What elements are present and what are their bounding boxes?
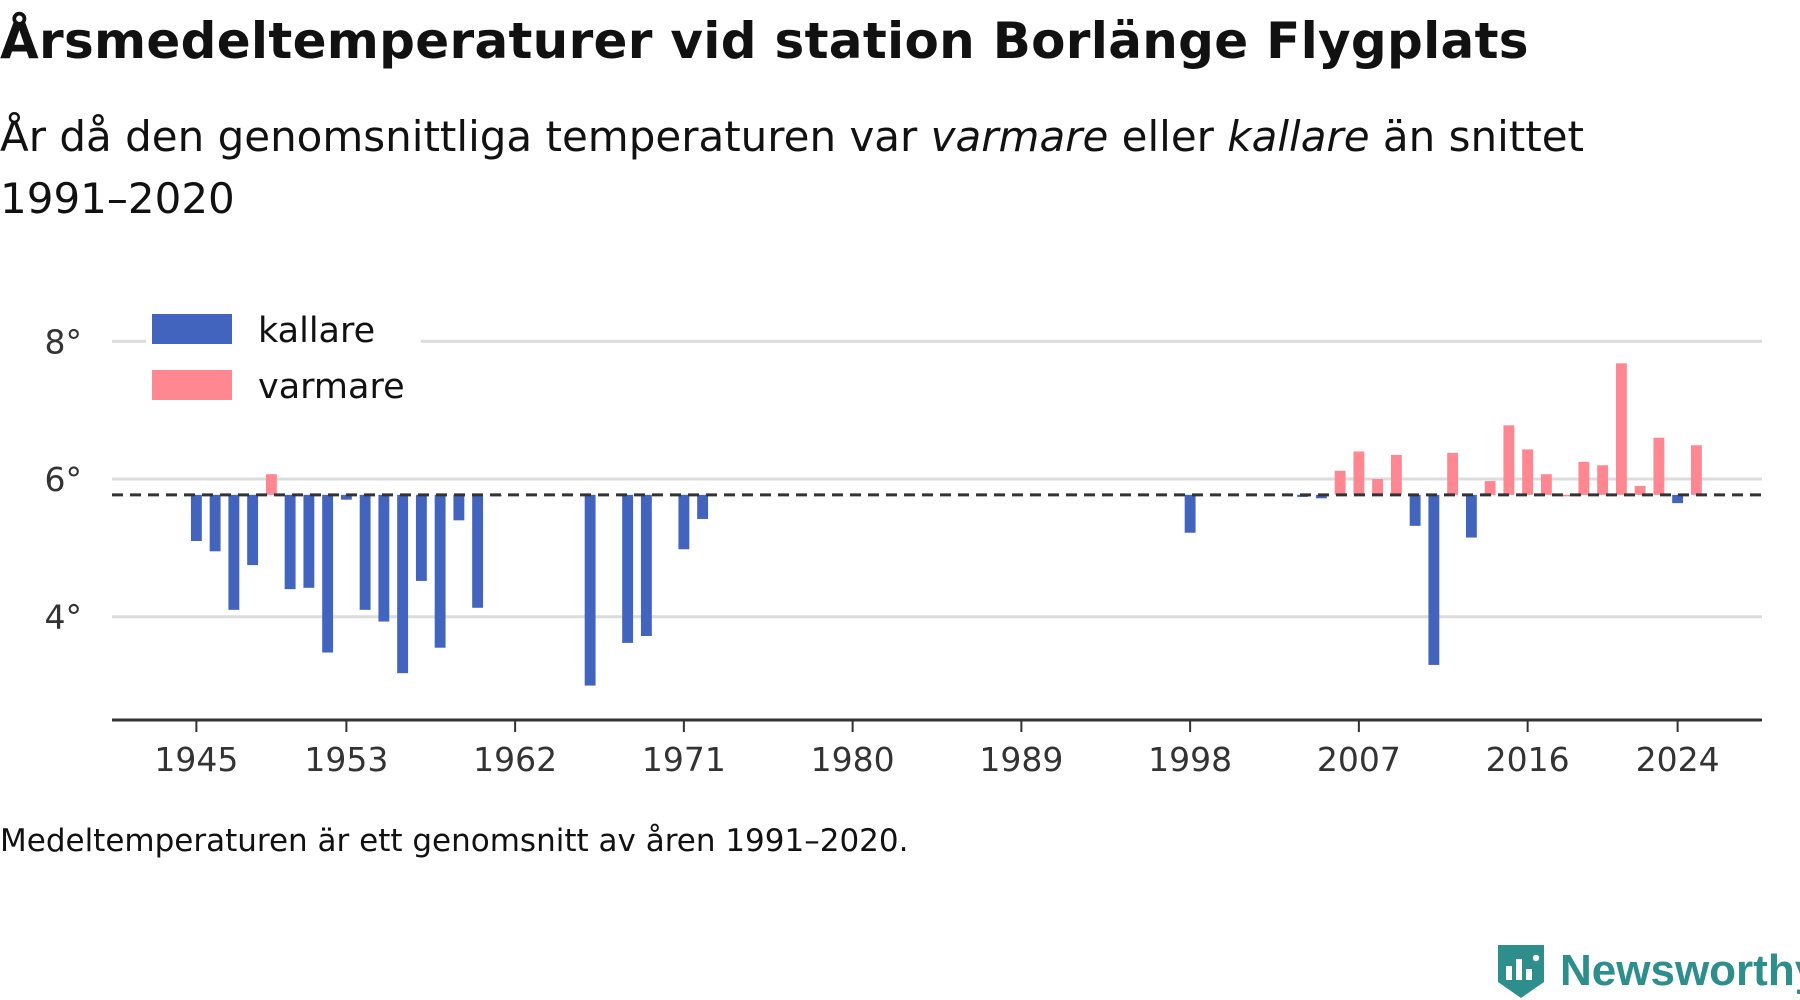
bar-2008-varmare — [1372, 479, 1384, 495]
bar-2020-varmare — [1597, 465, 1609, 495]
x-tick-label: 1971 — [642, 740, 726, 779]
bar-1969-kallare — [640, 494, 652, 636]
bar-2010-kallare — [1409, 494, 1421, 526]
bar-1948-kallare — [247, 494, 259, 566]
y-tick-label: 4° — [45, 598, 83, 637]
bar-2021-varmare — [1615, 363, 1627, 495]
chart-caption: Medeltemperaturen är ett genomsnitt av å… — [0, 823, 909, 859]
x-axis-ticks: 1945 1953 1962 1971 1980 1989 1998 2007 2016 2024 — [154, 720, 1720, 779]
x-tick-label: 1998 — [1148, 740, 1232, 779]
bar-2014-varmare — [1484, 481, 1496, 495]
bar-1947-kallare — [228, 494, 240, 610]
x-tick-label: 2016 — [1486, 740, 1570, 779]
bar-2012-varmare — [1447, 452, 1459, 495]
x-tick-label: 1962 — [473, 740, 557, 779]
bar-1952-kallare — [322, 494, 334, 653]
bar-2007-varmare — [1353, 451, 1365, 495]
subtitle-middle: eller — [1108, 112, 1228, 161]
bar-2006-varmare — [1334, 470, 1346, 495]
bar-2017-varmare — [1540, 474, 1552, 495]
x-tick-label: 2007 — [1317, 740, 1401, 779]
bars — [190, 363, 1702, 686]
x-tick-label: 1953 — [304, 740, 388, 779]
bar-2005-kallare — [1315, 494, 1327, 499]
y-axis-ticks: 4° 6° 8° — [45, 322, 83, 636]
bar-2011-kallare — [1428, 494, 1440, 665]
y-tick-label: 6° — [45, 460, 83, 499]
brand-name: Newsworthy — [1560, 946, 1800, 995]
chart-title: Årsmedeltemperaturer vid station Borläng… — [0, 12, 1529, 70]
newsworthy-brand: Newsworthy — [1496, 942, 1800, 1000]
bar-1958-kallare — [434, 494, 446, 648]
bar-2019-varmare — [1578, 461, 1590, 495]
bar-1945-kallare — [190, 494, 202, 541]
legend-swatch-varmare — [152, 370, 232, 400]
temperature-bar-chart: 1945 1953 1962 1971 1980 1989 1998 2007 2016 2024… — [45, 280, 1762, 779]
bar-1953-kallare — [340, 494, 352, 500]
subtitle-suffix: än snittet 1991–2020 — [0, 112, 1585, 223]
bar-2013-kallare — [1465, 494, 1477, 538]
bar-1956-kallare — [397, 494, 409, 674]
legend-label-kallare: kallare — [258, 311, 375, 351]
subtitle-prefix: År då den genomsnittliga temperaturen va… — [0, 112, 931, 161]
bar-1972-kallare — [697, 494, 709, 519]
bar-1966-kallare — [584, 494, 596, 686]
bar-1957-kallare — [415, 494, 427, 581]
bar-1950-kallare — [284, 494, 296, 590]
subtitle-cold-word: kallare — [1227, 112, 1370, 161]
legend-label-varmare: varmare — [258, 367, 405, 407]
bar-2023-varmare — [1653, 437, 1665, 495]
bar-1949-varmare — [265, 474, 277, 495]
legend: kallare varmare — [146, 280, 421, 407]
bar-2009-varmare — [1390, 454, 1402, 495]
bar-2015-varmare — [1503, 425, 1515, 495]
bar-1951-kallare — [303, 494, 315, 588]
bar-2024-kallare — [1672, 494, 1684, 504]
bar-2016-varmare — [1522, 449, 1534, 495]
bar-2022-varmare — [1634, 485, 1646, 495]
x-tick-label: 1980 — [811, 740, 895, 779]
bar-1968-kallare — [622, 494, 634, 643]
y-tick-label: 8° — [45, 322, 83, 361]
bar-2018-varmare — [1559, 494, 1571, 497]
legend-swatch-kallare — [152, 314, 232, 344]
bar-1954-kallare — [359, 494, 371, 610]
bar-2025-varmare — [1690, 445, 1702, 495]
x-tick-label: 1989 — [979, 740, 1063, 779]
bar-1959-kallare — [453, 494, 465, 521]
bar-1960-kallare — [472, 494, 484, 608]
subtitle-warm-word: varmare — [930, 112, 1109, 161]
x-tick-label: 1945 — [154, 740, 238, 779]
bar-1971-kallare — [678, 494, 690, 550]
newsworthy-chart-logo-icon — [1498, 945, 1544, 998]
x-tick-label: 2024 — [1636, 740, 1720, 779]
bar-1998-kallare — [1184, 494, 1196, 533]
chart-subtitle: År då den genomsnittliga temperaturen va… — [0, 106, 1720, 230]
bar-1955-kallare — [378, 494, 390, 622]
bar-1946-kallare — [209, 494, 221, 552]
